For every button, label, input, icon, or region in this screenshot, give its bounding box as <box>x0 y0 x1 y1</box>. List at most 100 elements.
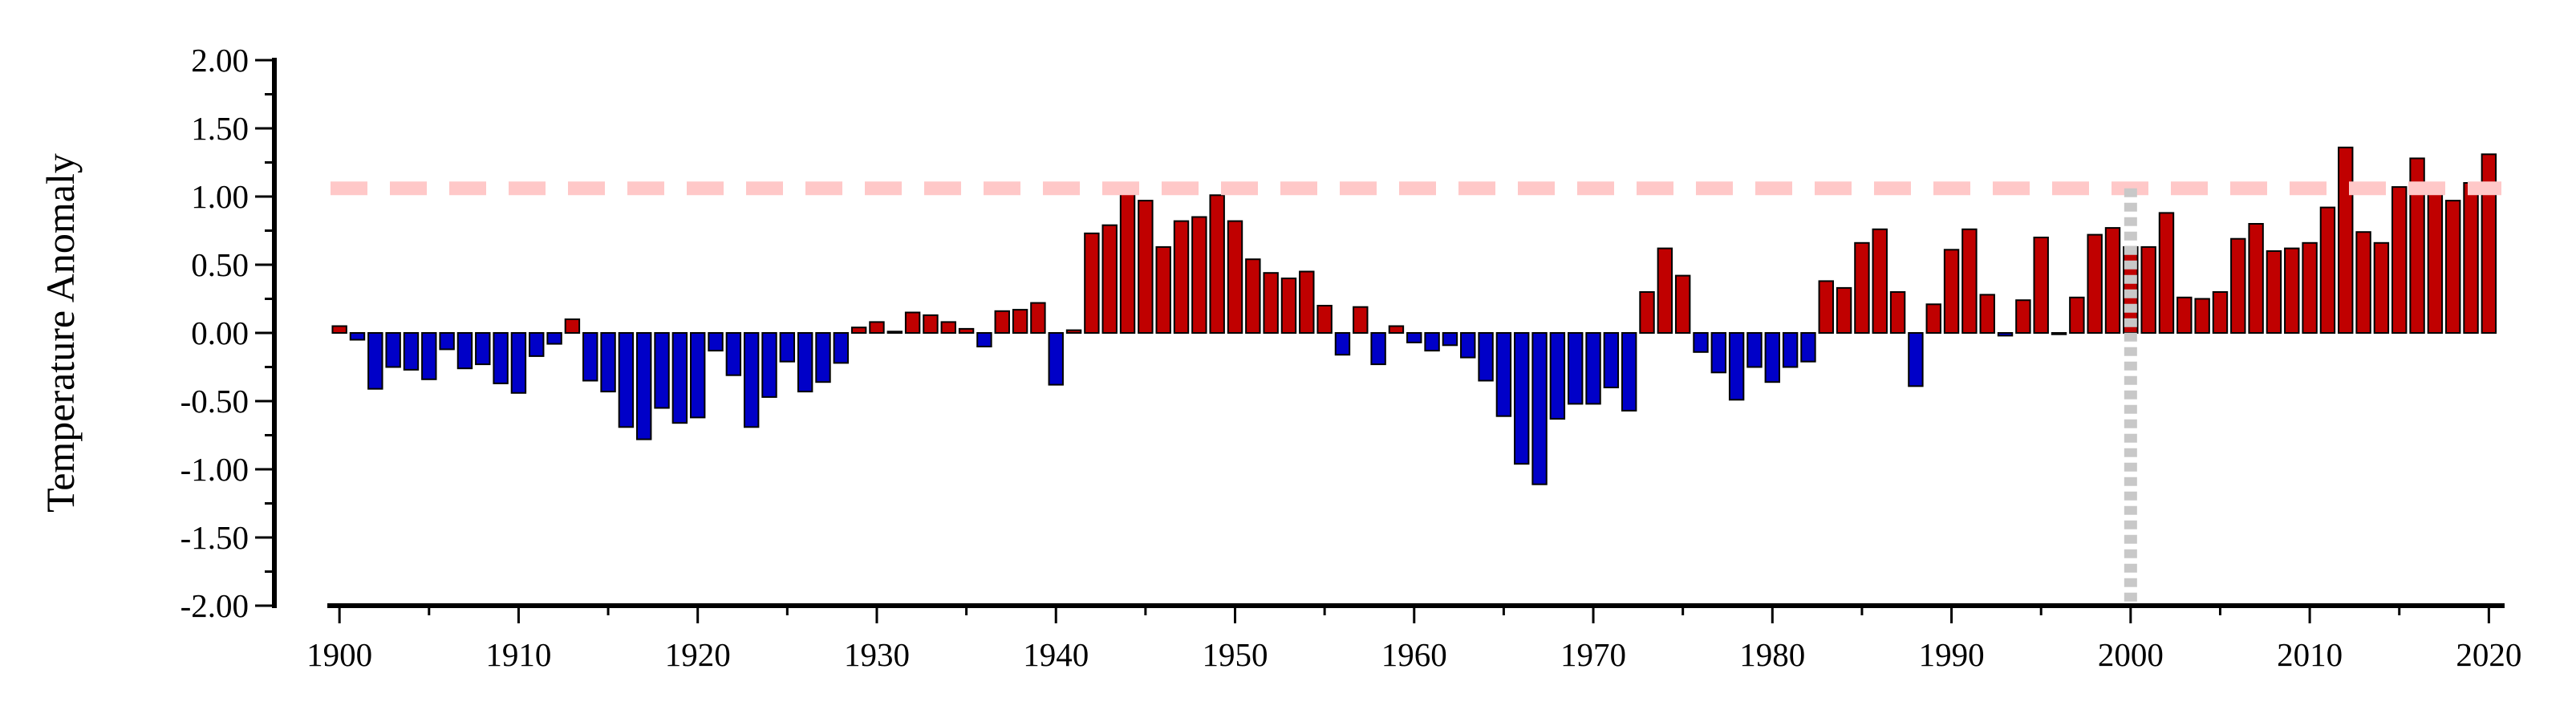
bar-1937 <box>994 310 1010 334</box>
bar-1965 <box>1495 332 1512 417</box>
bar-2020 <box>2481 153 2497 334</box>
bar-1983 <box>1818 280 1834 334</box>
bar-1931 <box>886 331 903 334</box>
x-tick-label: 1930 <box>844 636 910 673</box>
bar-1966 <box>1514 332 1530 465</box>
bar-1943 <box>1101 224 1118 335</box>
bar-1914 <box>582 332 598 382</box>
bar-1971 <box>1603 332 1620 388</box>
bar-1949 <box>1209 194 1225 334</box>
bar-1910 <box>510 332 527 394</box>
x-tick-label: 1960 <box>1381 636 1447 673</box>
x-tick-label: 1940 <box>1023 636 1089 673</box>
y-tick-label: 1.50 <box>191 110 249 147</box>
bar-1920 <box>689 332 706 419</box>
bar-1993 <box>1997 332 2014 337</box>
bar-1911 <box>529 332 545 357</box>
bar-1970 <box>1585 332 1601 405</box>
bar-2012 <box>2338 146 2354 334</box>
bar-1994 <box>2015 299 2031 335</box>
bar-1990 <box>1943 249 1960 334</box>
bar-1902 <box>367 332 383 390</box>
bar-1975 <box>1674 274 1691 335</box>
bar-1954 <box>1299 270 1315 334</box>
y-axis-label: Temperature Anomaly <box>38 153 83 513</box>
y-tick-label: 0.50 <box>191 246 249 283</box>
bar-2007 <box>2248 223 2264 334</box>
bar-1906 <box>439 332 455 351</box>
bar-1964 <box>1478 332 1494 382</box>
bar-1935 <box>958 327 975 334</box>
bar-1900 <box>331 325 347 334</box>
bar-1995 <box>2033 237 2049 334</box>
bar-1989 <box>1925 303 1941 334</box>
bar-1909 <box>493 332 509 384</box>
y-tick-label: -0.50 <box>181 383 249 420</box>
bar-2010 <box>2302 241 2318 334</box>
bar-1923 <box>743 332 760 428</box>
bar-2016 <box>2409 157 2425 334</box>
bar-1944 <box>1119 187 1136 334</box>
bar-2009 <box>2284 247 2300 335</box>
bar-1972 <box>1621 332 1637 412</box>
bar-2008 <box>2266 250 2282 334</box>
bar-1997 <box>2069 296 2085 334</box>
bar-1985 <box>1854 241 1870 334</box>
x-tick-label: 1910 <box>485 636 551 673</box>
bar-2002 <box>2158 212 2175 334</box>
bar-1953 <box>1280 278 1297 334</box>
x-tick-label: 1980 <box>1739 636 1805 673</box>
bar-1991 <box>1961 228 1978 334</box>
bar-1951 <box>1245 258 1261 335</box>
y-tick-label: -1.00 <box>181 451 249 488</box>
bar-1936 <box>976 332 992 347</box>
axes-layer: 2.00 1.50 1.00 0.50 0.00 -0.50 -1.00 -1.50 -2.00… <box>181 42 2522 673</box>
bar-1968 <box>1549 332 1566 420</box>
bar-1960 <box>1406 332 1422 343</box>
bar-2005 <box>2212 291 2229 334</box>
bar-1982 <box>1800 332 1816 363</box>
bar-1958 <box>1370 332 1386 366</box>
bar-1973 <box>1639 291 1655 334</box>
bar-1962 <box>1442 332 1458 347</box>
bar-1967 <box>1531 332 1548 485</box>
x-tick-label: 2020 <box>2456 636 2521 673</box>
bar-1939 <box>1030 302 1046 335</box>
reference-lines-layer <box>331 181 2501 606</box>
bar-1945 <box>1138 200 1154 334</box>
x-tick-label: 2010 <box>2277 636 2343 673</box>
bar-1938 <box>1012 309 1028 335</box>
bar-2014 <box>2373 241 2390 334</box>
bar-1955 <box>1316 305 1333 334</box>
bar-1956 <box>1334 332 1351 356</box>
bar-1917 <box>636 332 652 440</box>
bar-1998 <box>2087 233 2103 335</box>
bar-1969 <box>1568 332 1584 405</box>
bar-1924 <box>761 332 777 398</box>
x-tick-label: 1920 <box>665 636 731 673</box>
bar-1988 <box>1908 332 1924 387</box>
bar-1912 <box>546 332 562 345</box>
bar-1987 <box>1889 291 1906 334</box>
x-tick-label: 1990 <box>1919 636 1985 673</box>
bar-1916 <box>618 332 635 428</box>
bar-1921 <box>708 332 724 352</box>
bar-2004 <box>2194 298 2210 334</box>
bar-1978 <box>1728 332 1745 401</box>
bar-1977 <box>1710 332 1727 374</box>
bar-1919 <box>671 332 688 424</box>
bar-1940 <box>1048 332 1064 386</box>
y-tick-label: 2.00 <box>191 42 249 79</box>
bar-2001 <box>2140 245 2156 334</box>
bar-1933 <box>923 314 939 334</box>
bar-2013 <box>2355 231 2371 335</box>
bar-1918 <box>654 332 670 409</box>
bar-1957 <box>1353 306 1369 335</box>
bar-1934 <box>940 321 956 334</box>
bar-1981 <box>1782 332 1799 368</box>
bar-1925 <box>779 332 796 363</box>
x-tick-label: 1970 <box>1560 636 1626 673</box>
x-tick-label: 1900 <box>306 636 372 673</box>
